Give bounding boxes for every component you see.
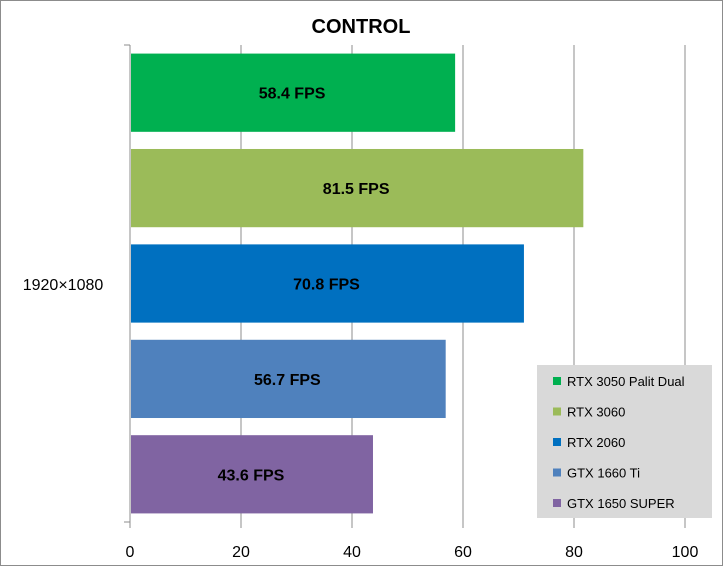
data-label: 70.8 FPS — [293, 277, 360, 294]
chart-title: CONTROL — [312, 16, 411, 38]
legend-swatch — [553, 377, 561, 385]
data-label: 56.7 FPS — [254, 372, 321, 389]
data-label: 81.5 FPS — [323, 181, 390, 198]
category-label: 1920×1080 — [23, 277, 104, 294]
x-tick-label: 80 — [565, 544, 583, 561]
legend-swatch — [553, 499, 561, 507]
legend-box — [537, 365, 712, 518]
bar — [131, 148, 584, 228]
data-label: 58.4 FPS — [259, 86, 326, 103]
legend-label: RTX 3060 — [567, 405, 625, 420]
legend-label: RTX 3050 Palit Dual — [567, 374, 685, 389]
x-tick-label: 60 — [454, 544, 472, 561]
axes: 0 20 40 60 80 100 1920×1080 — [23, 44, 699, 561]
bar — [131, 244, 524, 323]
x-tick-label: 20 — [232, 544, 250, 561]
legend-swatch — [553, 407, 561, 416]
legend-swatch — [553, 438, 561, 446]
legend-label: RTX 2060 — [567, 435, 625, 450]
legend-label: GTX 1660 Ti — [567, 466, 640, 481]
bar — [131, 53, 456, 132]
x-tick-label: 40 — [343, 544, 361, 561]
x-tick-label: 0 — [126, 544, 135, 561]
legend-label: GTX 1650 SUPER — [567, 496, 675, 511]
data-label: 43.6 FPS — [218, 467, 285, 484]
bar — [131, 435, 373, 514]
bar — [131, 339, 446, 419]
legend-swatch — [553, 468, 561, 477]
bars: 58.4 FPS 81.5 FPS 70.8 FPS 56.7 FPS 43.6 FPS — [131, 53, 584, 514]
x-tick-label: 100 — [672, 544, 699, 561]
legend: RTX 3050 Palit Dual RTX 3060 RTX 2060 GTX 1… — [537, 365, 712, 518]
